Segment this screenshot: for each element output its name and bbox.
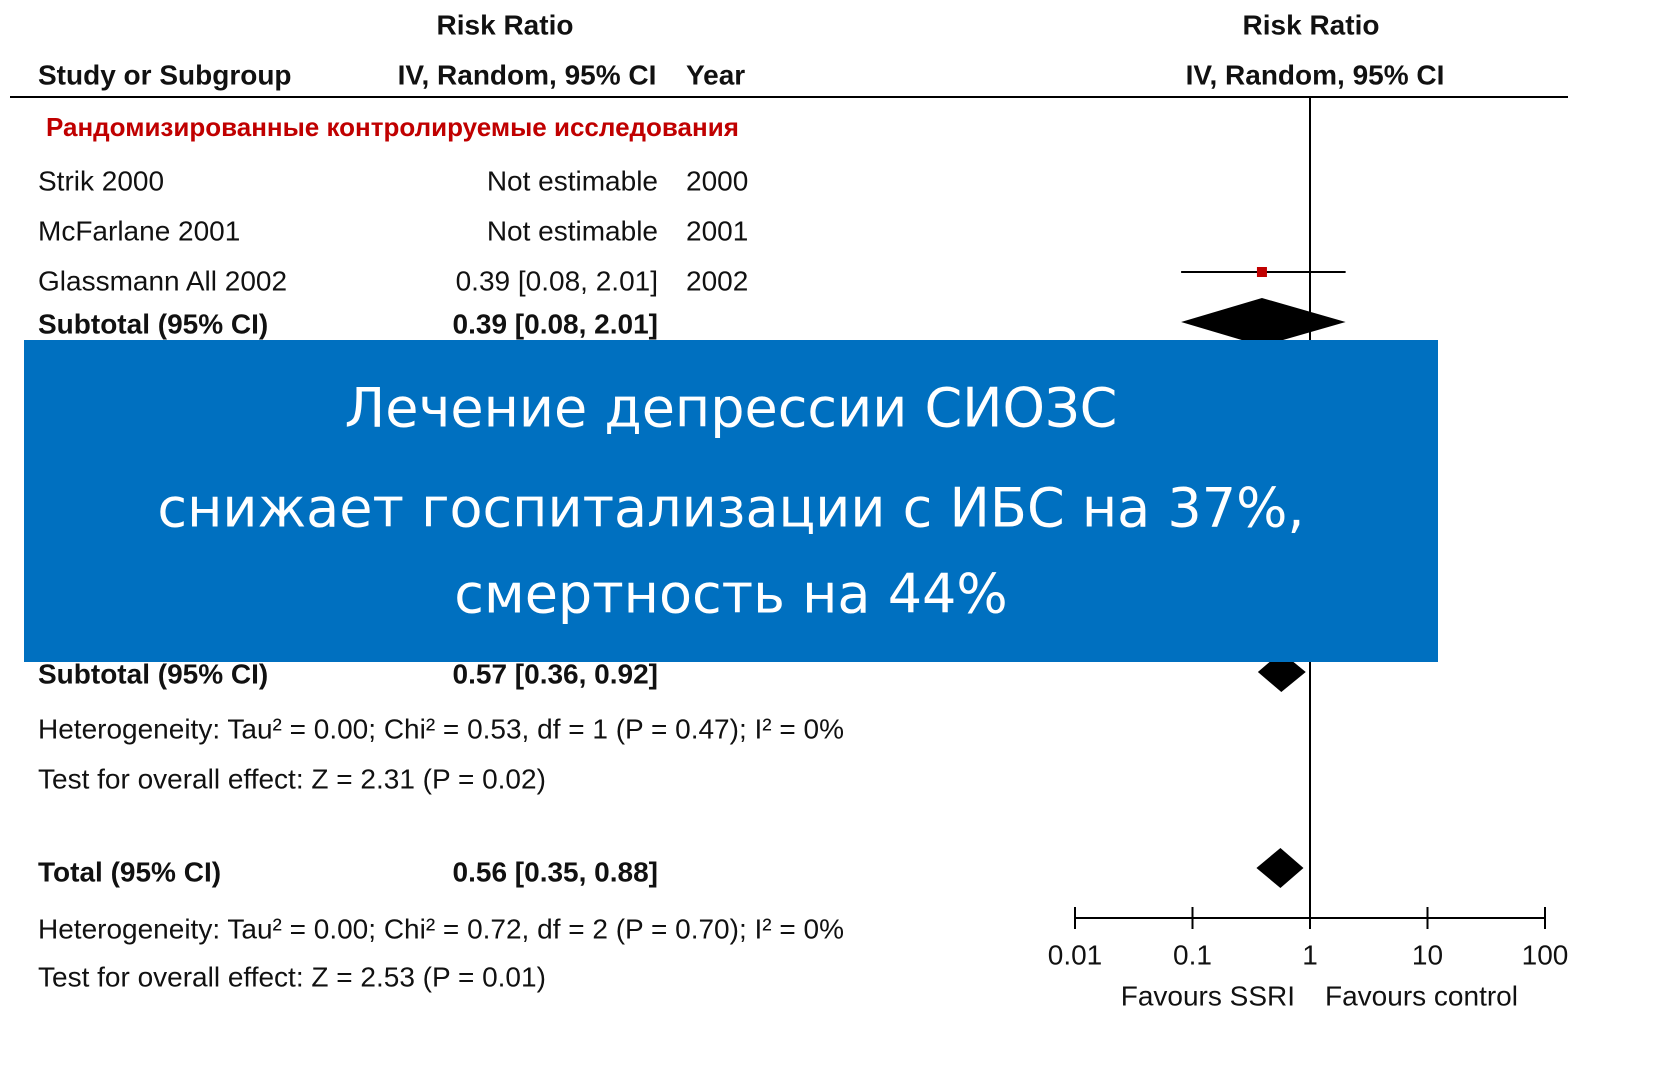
x-label: Favours control xyxy=(1325,980,1518,1011)
x-tick-label: 10 xyxy=(1412,939,1443,970)
effect-label: Not estimable xyxy=(487,165,658,196)
study-name: Glassmann All 2002 xyxy=(38,265,287,296)
x-tick-label: 0.1 xyxy=(1173,939,1212,970)
x-tick-label: 1 xyxy=(1302,939,1318,970)
x-tick-label: 0.01 xyxy=(1048,939,1103,970)
banner-line: Лечение депрессии СИОЗС xyxy=(345,377,1118,440)
study-name: Subtotal (95% CI) xyxy=(38,658,268,689)
note: Heterogeneity: Tau² = 0.00; Chi² = 0.72,… xyxy=(38,913,844,944)
study-year: 2002 xyxy=(686,265,748,296)
header: Year xyxy=(686,59,745,90)
header: IV, Random, 95% CI xyxy=(398,59,657,90)
x-tick-label: 100 xyxy=(1522,939,1569,970)
study-name: McFarlane 2001 xyxy=(38,215,240,246)
banner-line: смертность на 44% xyxy=(454,563,1007,626)
effect-label: 0.39 [0.08, 2.01] xyxy=(456,265,658,296)
note: Test for overall effect: Z = 2.53 (P = 0… xyxy=(38,961,546,992)
study-year: 2000 xyxy=(686,165,748,196)
summary-diamond xyxy=(1256,848,1304,888)
header: Study or Subgroup xyxy=(38,59,292,90)
study-name: Subtotal (95% CI) xyxy=(38,308,268,339)
effect-label: Not estimable xyxy=(487,215,658,246)
summary-diamond xyxy=(1181,298,1346,346)
group-title: Рандомизированные контролируемые исследо… xyxy=(46,112,739,142)
effect-label: 0.56 [0.35, 0.88] xyxy=(453,856,658,887)
banner xyxy=(24,340,1438,662)
x-label: Favours SSRI xyxy=(1121,980,1295,1011)
study-year: 2001 xyxy=(686,215,748,246)
note: Test for overall effect: Z = 2.31 (P = 0… xyxy=(38,763,546,794)
estimate-square xyxy=(1256,267,1267,277)
banner-line: снижает госпитализации с ИБС на 37%, xyxy=(157,477,1304,540)
study-name: Strik 2000 xyxy=(38,165,164,196)
header: IV, Random, 95% CI xyxy=(1186,59,1445,90)
note: Heterogeneity: Tau² = 0.00; Chi² = 0.53,… xyxy=(38,713,844,744)
header: Risk Ratio xyxy=(437,9,574,40)
effect-label: 0.57 [0.36, 0.92] xyxy=(453,658,658,689)
study-name: Total (95% CI) xyxy=(38,856,221,887)
effect-label: 0.39 [0.08, 2.01] xyxy=(453,308,658,339)
header: Risk Ratio xyxy=(1243,9,1380,40)
